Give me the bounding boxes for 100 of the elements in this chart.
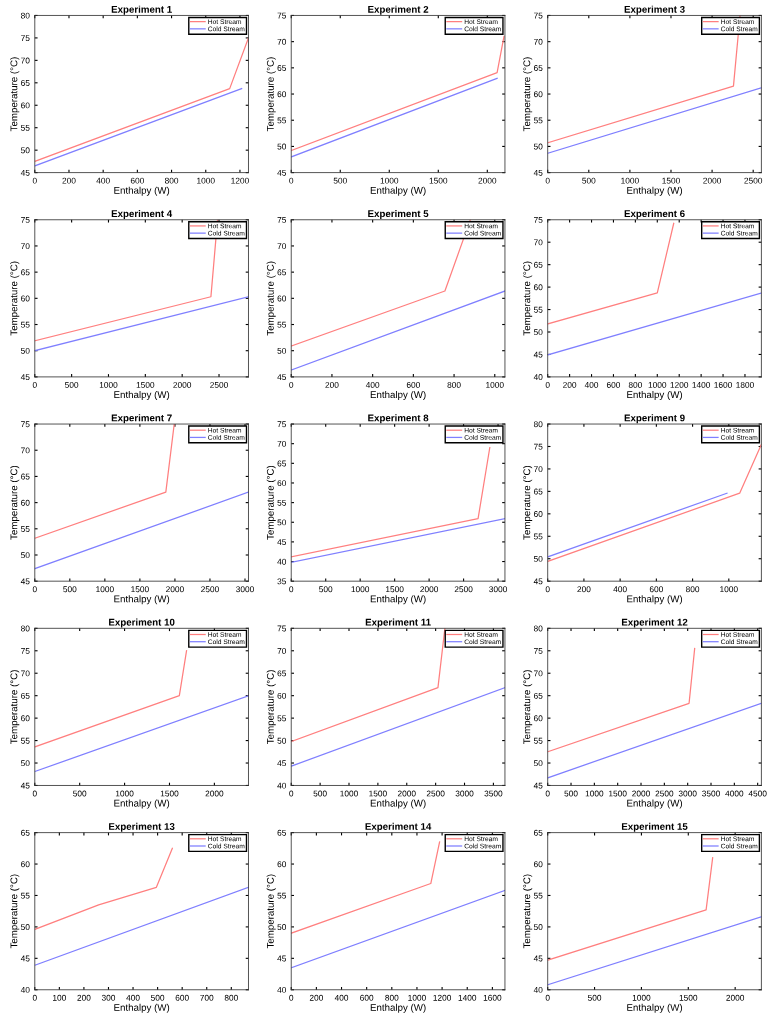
y-tick-label: 60 xyxy=(277,91,287,98)
x-axis-title: Enthalpy (W) xyxy=(627,1003,683,1013)
x-tick-label: 2000 xyxy=(632,790,650,797)
x-tick-label: 1400 xyxy=(458,994,477,1001)
x-tick-label: 1000 xyxy=(96,586,114,593)
x-axis-title: Enthalpy (W) xyxy=(627,186,683,196)
x-tick-label: 0 xyxy=(289,994,294,1001)
x-tick-label: 2500 xyxy=(201,586,219,593)
y-tick-label: 60 xyxy=(533,284,543,291)
chart-title: Experiment 2 xyxy=(368,5,429,15)
y-axis-title: Temperature (°C) xyxy=(10,874,20,949)
y-tick-label: 45 xyxy=(20,374,30,380)
chart-title: Experiment 5 xyxy=(368,209,429,219)
y-tick-label: 45 xyxy=(533,955,543,962)
x-tick-label: 1500 xyxy=(369,790,387,797)
y-tick-label: 45 xyxy=(277,169,287,176)
x-tick-label: 1000 xyxy=(197,177,215,184)
x-tick-label: 1000 xyxy=(99,381,118,388)
chart-title: Experiment 11 xyxy=(365,618,431,628)
x-axis-title: Enthalpy (W) xyxy=(370,595,426,605)
x-axis-title: Enthalpy (W) xyxy=(627,390,683,400)
y-tick-label: 75 xyxy=(533,12,543,19)
y-tick-label: 55 xyxy=(277,892,287,899)
y-axis-title: Temperature (°C) xyxy=(266,465,276,540)
y-tick-label: 55 xyxy=(20,892,30,899)
x-tick-label: 1800 xyxy=(736,381,754,388)
line-series xyxy=(34,847,173,931)
y-tick-label: 65 xyxy=(277,460,287,467)
y-tick-label: 55 xyxy=(533,533,543,540)
x-tick-label: 0 xyxy=(32,790,37,797)
y-tick-label: 50 xyxy=(277,143,287,150)
y-axis-title: Temperature (°C) xyxy=(10,57,20,132)
y-axis-title: Temperature (°C) xyxy=(266,57,276,132)
y-tick-label: 70 xyxy=(21,57,30,64)
y-tick-label: 65 xyxy=(277,65,287,71)
x-tick-label: 800 xyxy=(685,586,700,593)
y-tick-label: 50 xyxy=(20,147,30,154)
y-axis-title: Temperature (°C) xyxy=(10,261,20,336)
x-tick-label: 2500 xyxy=(655,790,674,797)
y-tick-label: 65 xyxy=(533,829,543,836)
y-tick-label: 45 xyxy=(277,539,287,545)
y-tick-label: 50 xyxy=(533,760,543,767)
y-tick-label: 50 xyxy=(533,924,543,930)
x-tick-label: 1000 xyxy=(351,586,370,593)
y-tick-label: 75 xyxy=(533,648,543,654)
y-tick-label: 70 xyxy=(21,243,30,250)
y-tick-label: 50 xyxy=(533,555,543,562)
y-tick-label: 50 xyxy=(20,760,30,767)
chart-title: Experiment 8 xyxy=(368,414,429,424)
y-axis-title: Temperature (°C) xyxy=(523,670,533,745)
y-tick-label: 45 xyxy=(533,351,543,358)
x-tick-label: 1500 xyxy=(160,790,179,797)
y-tick-label: 75 xyxy=(277,625,287,632)
y-tick-label: 45 xyxy=(277,955,287,962)
y-tick-label: 55 xyxy=(277,499,287,506)
y-tick-label: 65 xyxy=(277,670,287,677)
y-axis-title: Temperature (°C) xyxy=(266,874,276,949)
x-tick-label: 3500 xyxy=(484,790,503,797)
x-tick-label: 200 xyxy=(309,994,324,1001)
x-tick-label: 0 xyxy=(289,586,294,593)
x-tick-label: 2000 xyxy=(420,586,439,593)
y-tick-label: 55 xyxy=(533,892,543,899)
y-tick-label: 45 xyxy=(533,578,543,585)
x-tick-label: 1000 xyxy=(585,790,604,797)
x-tick-label: 200 xyxy=(62,177,76,184)
y-tick-label: 65 xyxy=(533,65,543,71)
y-tick-label: 60 xyxy=(21,102,30,109)
chart-title: Experiment 12 xyxy=(621,618,688,628)
y-tick-label: 40 xyxy=(533,986,543,993)
y-tick-label: 45 xyxy=(20,169,30,176)
x-tick-label: 500 xyxy=(150,994,165,1001)
x-tick-label: 1200 xyxy=(670,381,689,388)
y-tick-label: 55 xyxy=(277,117,287,124)
x-tick-label: 1000 xyxy=(648,381,667,388)
y-tick-label: 65 xyxy=(277,269,287,276)
y-tick-label: 80 xyxy=(21,625,30,632)
y-tick-label: 40 xyxy=(533,374,543,380)
chart-title: Experiment 1 xyxy=(111,5,172,15)
x-tick-label: 200 xyxy=(577,586,591,593)
y-tick-label: 60 xyxy=(277,861,287,868)
y-tick-label: 50 xyxy=(20,552,30,559)
y-tick-label: 70 xyxy=(277,440,287,447)
x-tick-label: 0 xyxy=(545,790,550,797)
y-tick-label: 70 xyxy=(533,466,543,473)
x-tick-label: 1500 xyxy=(679,994,698,1001)
y-tick-label: 55 xyxy=(20,125,30,131)
y-axis-title: Temperature (°C) xyxy=(523,465,533,540)
x-tick-label: 1600 xyxy=(483,994,502,1001)
x-tick-label: 500 xyxy=(564,790,578,797)
x-tick-label: 200 xyxy=(77,994,91,1001)
x-tick-label: 0 xyxy=(32,994,37,1001)
x-tick-label: 500 xyxy=(65,381,79,388)
x-tick-label: 400 xyxy=(365,381,380,388)
y-axis-title: Temperature (°C) xyxy=(266,670,276,745)
y-tick-label: 80 xyxy=(533,625,543,632)
y-tick-label: 50 xyxy=(20,347,30,354)
chart-title: Experiment 3 xyxy=(624,5,685,15)
x-tick-label: 200 xyxy=(563,381,577,388)
y-tick-label: 50 xyxy=(533,143,543,150)
y-tick-label: 75 xyxy=(21,421,30,428)
